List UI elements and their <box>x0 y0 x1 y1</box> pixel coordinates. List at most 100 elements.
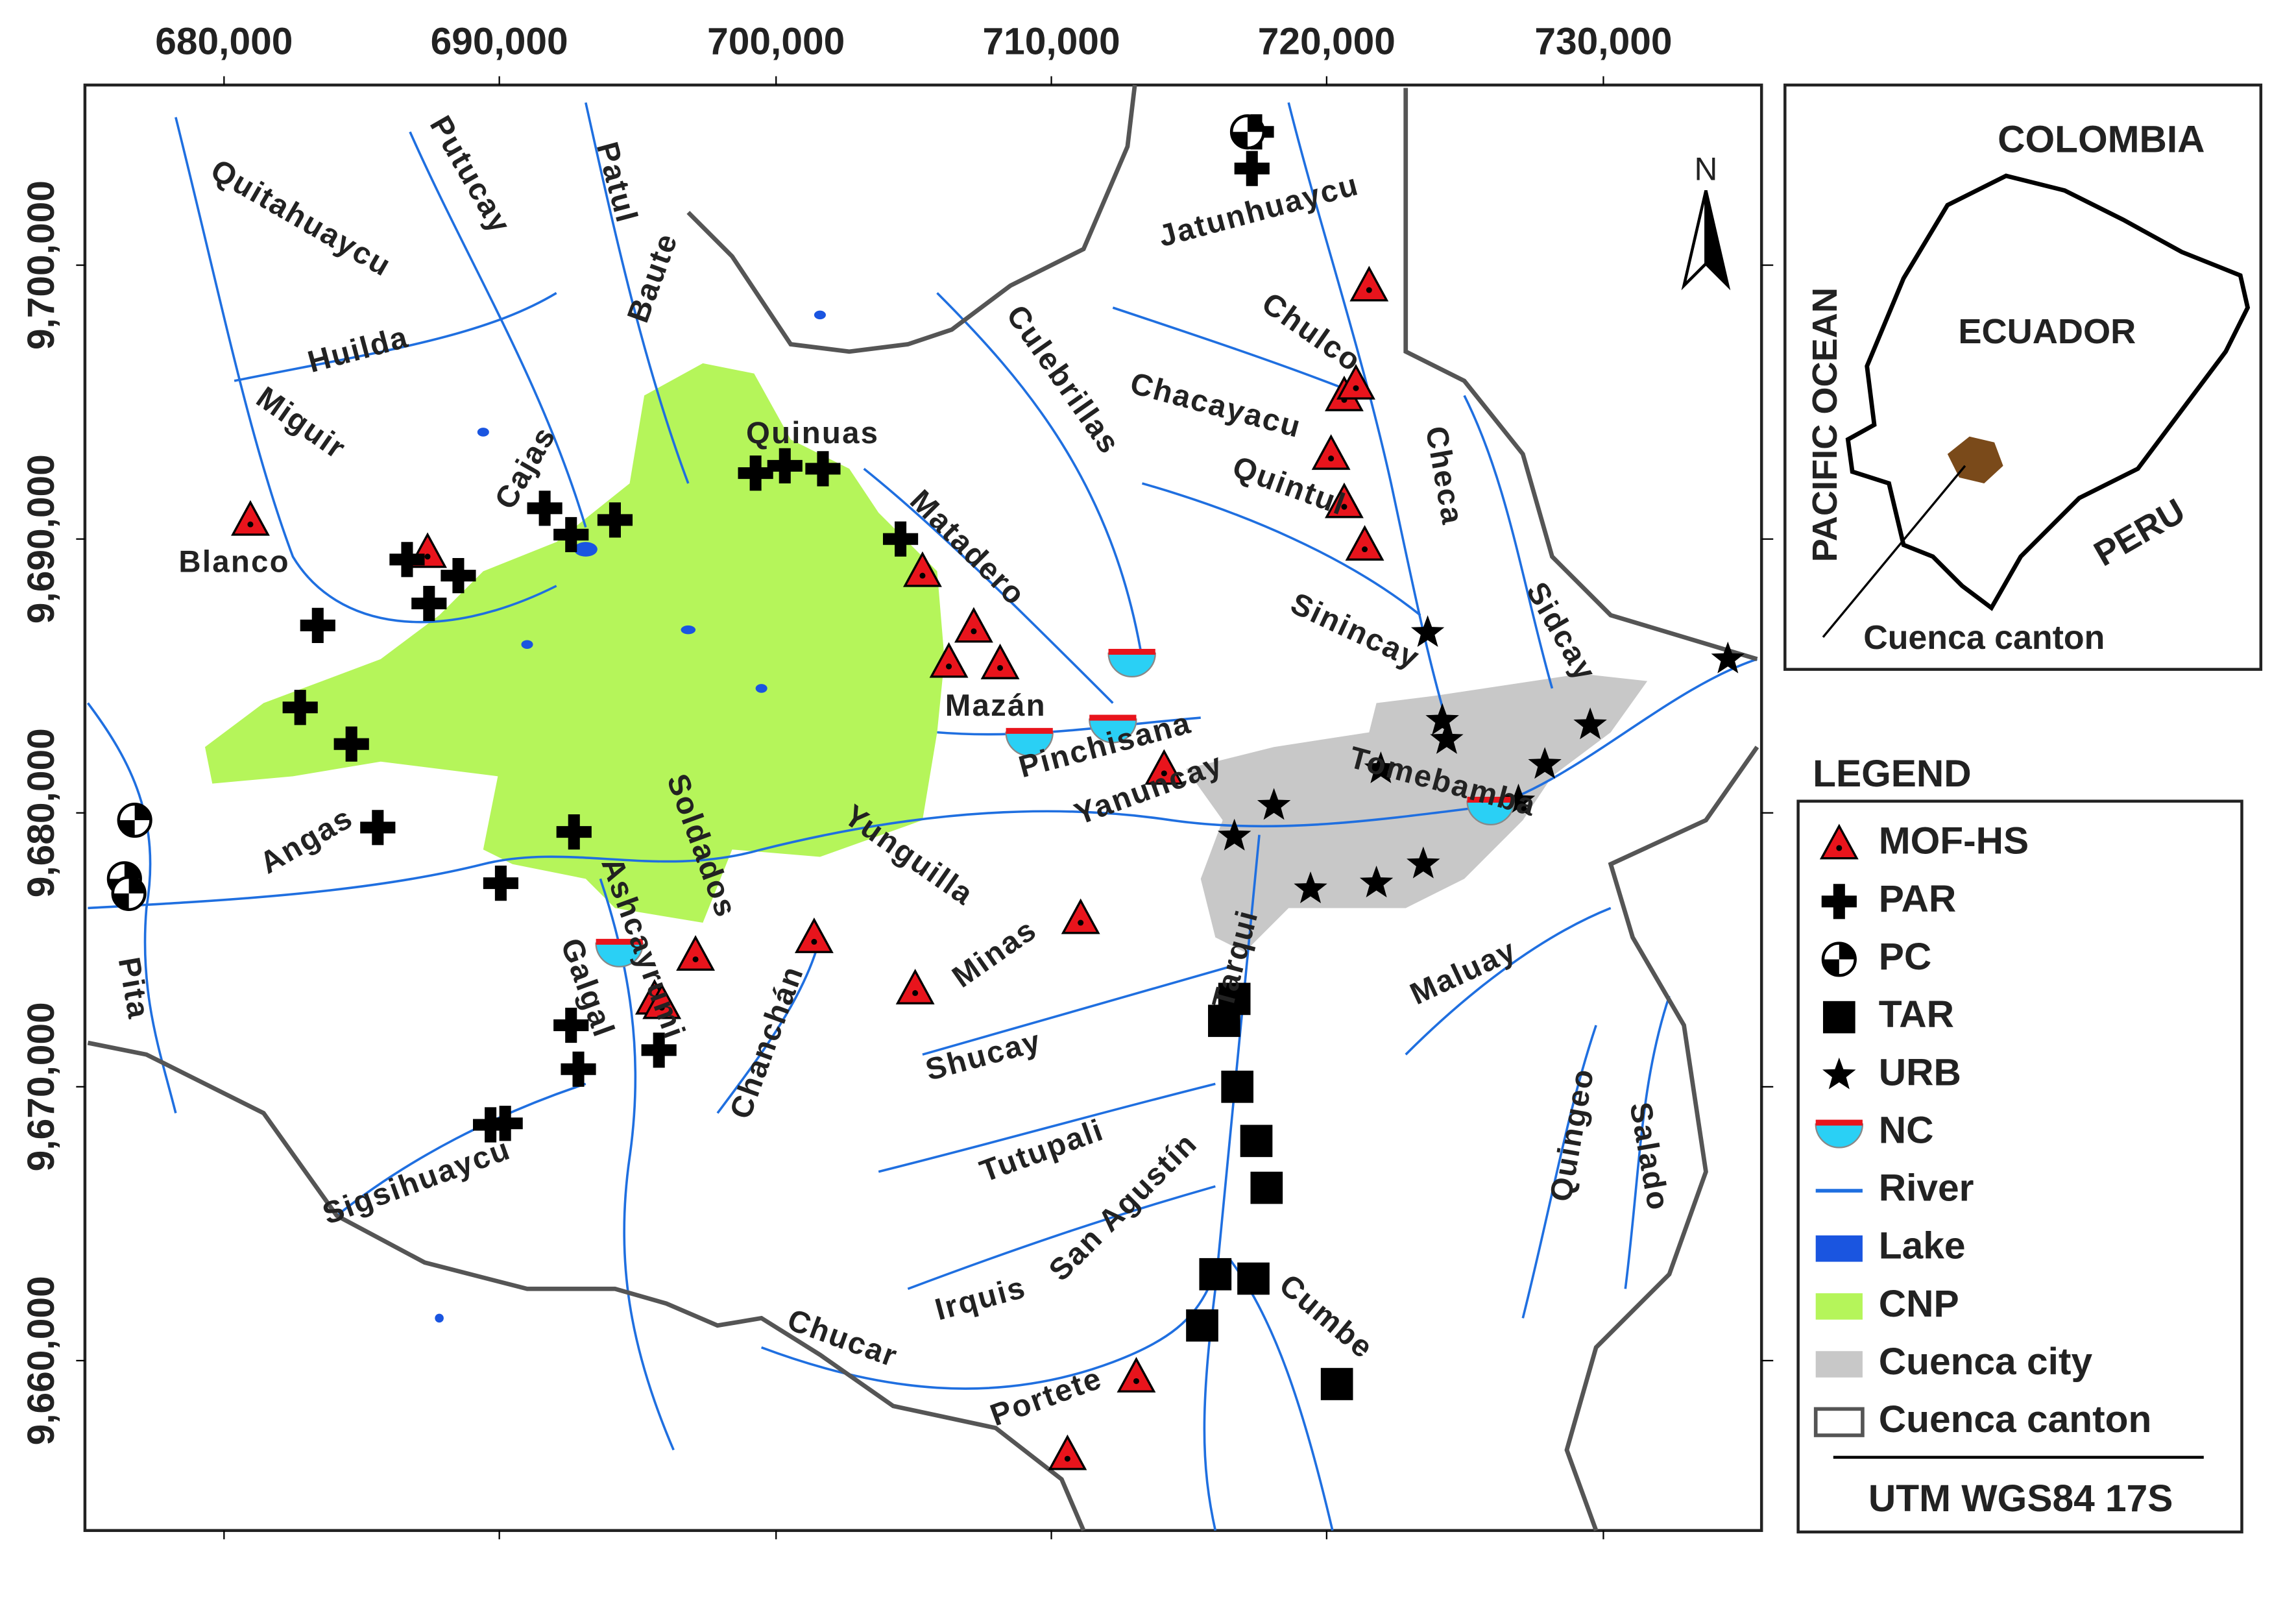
legend-label: URB <box>1879 1051 1961 1093</box>
mof-hs-dot <box>1078 919 1084 926</box>
inset-label: Cuenca canton <box>1863 619 2105 657</box>
river <box>1203 834 1261 1531</box>
mof-hs-dot <box>1366 287 1372 293</box>
nc-marker <box>595 942 644 967</box>
par-marker <box>1821 884 1857 919</box>
par-marker <box>597 502 633 538</box>
mof-hs-dot <box>946 663 952 670</box>
nc-marker <box>1815 1123 1864 1149</box>
river <box>716 937 821 1114</box>
par-marker <box>483 866 518 901</box>
pc-marker-fill <box>112 877 145 910</box>
mof-hs-dot <box>971 628 977 635</box>
tar-marker <box>1199 1258 1232 1291</box>
mof-hs-marker <box>1117 1357 1156 1392</box>
river <box>1141 482 1421 616</box>
mof-hs-dot <box>1836 845 1843 851</box>
legend-title: LEGEND <box>1813 753 1971 795</box>
mof-hs-dot <box>912 990 919 996</box>
legend-canton <box>1813 1407 1865 1437</box>
par-marker <box>300 607 335 643</box>
river-label: Quinuas <box>746 416 879 450</box>
canton-boundary <box>686 84 1137 354</box>
nc-marker-top <box>1089 714 1137 721</box>
mof-hs-dot <box>1161 770 1167 777</box>
mof-hs-marker <box>1349 265 1389 302</box>
inset-pointer <box>1822 465 1966 638</box>
y-tick-label: 9,680,000 <box>20 728 62 897</box>
tar-marker <box>1237 1262 1270 1295</box>
legend-label: Cuenca canton <box>1879 1398 2152 1441</box>
cnp-area <box>204 363 945 923</box>
river <box>585 102 690 484</box>
river <box>335 1082 586 1217</box>
nc-marker <box>1005 731 1054 757</box>
mof-hs-marker <box>1819 823 1859 860</box>
nc-marker <box>1089 718 1137 744</box>
mof-hs-marker <box>794 917 834 953</box>
par-marker <box>641 1032 677 1068</box>
ecuador-outline <box>1845 173 2251 611</box>
mof-hs-dot <box>1353 385 1359 391</box>
mof-hs-marker <box>1144 749 1184 785</box>
mof-hs-marker <box>929 642 969 678</box>
mof-hs-marker <box>1336 363 1375 400</box>
mof-hs-dot <box>1362 546 1368 553</box>
urb-marker <box>1711 641 1745 674</box>
urb-marker <box>1430 722 1464 754</box>
lake <box>477 428 489 437</box>
nc-marker <box>1466 800 1515 825</box>
river-label: Blanco <box>178 545 290 579</box>
inset-label: ECUADOR <box>1958 312 2136 351</box>
pc-marker-fill <box>1822 943 1855 976</box>
legend-items: MOF-HS PAR PC TAR URB NC River Lake CNP Cuenca ci… <box>1813 820 2152 1441</box>
par-marker <box>333 726 369 762</box>
nc-marker <box>1107 652 1156 677</box>
urb-marker <box>1217 818 1251 851</box>
lake <box>574 542 598 557</box>
mof-hs-marker <box>980 643 1020 679</box>
tar-marker <box>1208 1004 1240 1038</box>
mof-hs-dot <box>659 1004 665 1011</box>
legend-label: TAR <box>1879 993 1954 1036</box>
lakes <box>435 310 826 1323</box>
x-tick-label: 710,000 <box>982 20 1120 62</box>
legend-frame <box>1796 799 2243 1534</box>
par-marker <box>553 517 589 553</box>
projection-note: UTM WGS84 17S <box>1868 1477 2173 1520</box>
lake <box>755 684 767 693</box>
river <box>1624 995 1671 1289</box>
markers <box>106 114 1745 1470</box>
y-tick-label: 9,670,000 <box>20 1002 62 1171</box>
par-marker <box>1234 151 1270 186</box>
tar-marker <box>1240 1125 1273 1158</box>
par-marker <box>561 1051 596 1087</box>
mof-hs-dot <box>997 664 1004 671</box>
y-tick-label: 9,660,000 <box>20 1276 62 1445</box>
river <box>1112 306 1362 397</box>
mof-hs-dot <box>1328 456 1335 462</box>
mof-hs-marker <box>902 551 942 587</box>
inset-label: COLOMBIA <box>1998 119 2205 161</box>
axes: 680,000 690,000 700,000 710,000 720,000 730,0… <box>20 20 1774 1540</box>
par-marker <box>389 542 425 578</box>
urb-marker <box>1501 783 1536 816</box>
nc-marker-top <box>596 938 643 945</box>
par-marker <box>738 456 773 491</box>
canton-boundary <box>1403 88 1758 662</box>
canton-boundary <box>1564 746 1759 1531</box>
mof-hs-marker <box>895 968 935 1004</box>
legend-label: Lake <box>1879 1225 1966 1267</box>
river <box>1287 102 1451 733</box>
urb-marker <box>1822 1057 1856 1089</box>
nc-marker-top <box>1467 796 1514 803</box>
mof-hs-marker <box>1061 898 1100 934</box>
mof-hs-dot <box>1133 1378 1139 1385</box>
mof-hs-marker <box>642 983 682 1019</box>
lake <box>681 625 696 635</box>
par-marker <box>441 558 476 594</box>
mof-hs-dot <box>424 553 431 560</box>
north-arrow: N <box>1681 151 1731 291</box>
